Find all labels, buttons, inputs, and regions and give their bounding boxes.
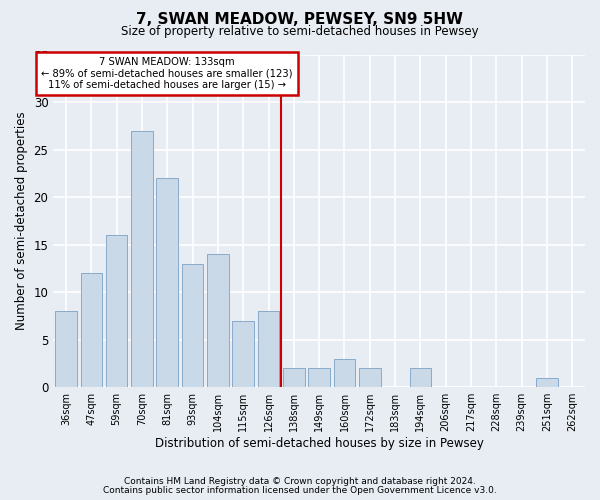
Bar	[131, 131, 152, 387]
Text: 7 SWAN MEADOW: 133sqm
← 89% of semi-detached houses are smaller (123)
11% of sem: 7 SWAN MEADOW: 133sqm ← 89% of semi-deta…	[41, 57, 293, 90]
Bar	[182, 264, 203, 387]
Text: 7, SWAN MEADOW, PEWSEY, SN9 5HW: 7, SWAN MEADOW, PEWSEY, SN9 5HW	[137, 12, 464, 28]
Bar	[308, 368, 330, 387]
Bar	[106, 236, 127, 387]
Bar	[232, 321, 254, 387]
Bar	[80, 274, 102, 387]
Bar	[207, 254, 229, 387]
Bar	[157, 178, 178, 387]
Bar	[55, 312, 77, 387]
Text: Contains public sector information licensed under the Open Government Licence v3: Contains public sector information licen…	[103, 486, 497, 495]
Bar	[283, 368, 305, 387]
Y-axis label: Number of semi-detached properties: Number of semi-detached properties	[15, 112, 28, 330]
Bar	[410, 368, 431, 387]
Bar	[258, 312, 279, 387]
Text: Size of property relative to semi-detached houses in Pewsey: Size of property relative to semi-detach…	[121, 25, 479, 38]
Bar	[334, 358, 355, 387]
Text: Contains HM Land Registry data © Crown copyright and database right 2024.: Contains HM Land Registry data © Crown c…	[124, 477, 476, 486]
X-axis label: Distribution of semi-detached houses by size in Pewsey: Distribution of semi-detached houses by …	[155, 437, 484, 450]
Bar	[359, 368, 380, 387]
Bar	[536, 378, 558, 387]
